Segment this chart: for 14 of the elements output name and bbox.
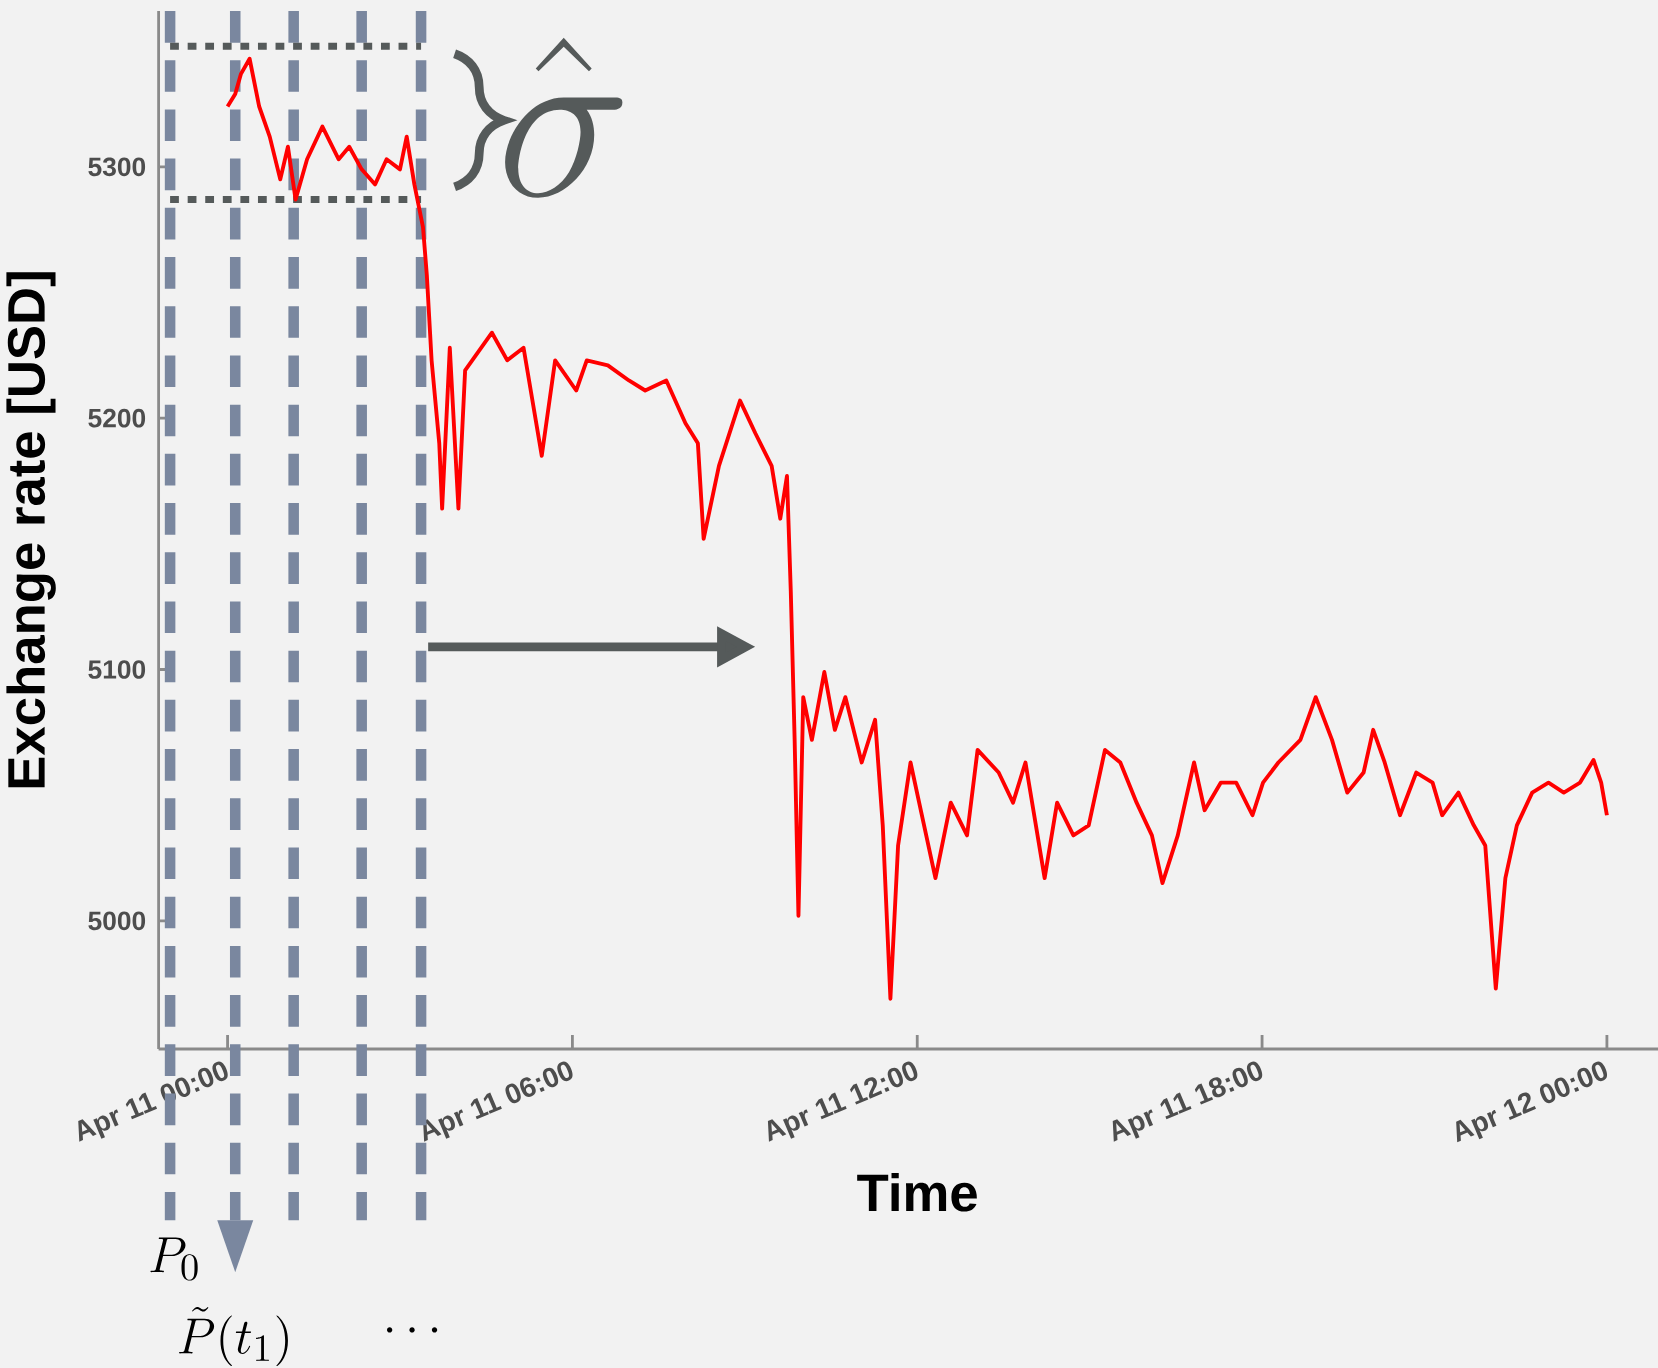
x-tick-label: Apr 11 12:00 [767,1061,918,1142]
y-tick-label: 5000 [88,911,146,931]
text: $\cdots$ [386,1327,438,1333]
x-tick-label: Apr 12 00:00 [1456,1061,1608,1143]
x-tick-label: Apr 11 18:00 [1112,1061,1263,1142]
y-axis-title: Exchange rate [USD] [6,272,56,788]
annotation: $\hat{\sigma}$ [505,37,623,198]
x-tick-label: Apr 11 06:00 [423,1061,573,1142]
x-axis-title: Time [857,1172,977,1212]
text: $\tilde{P}(t_1)$ [179,1306,288,1367]
text: $P_0$ [150,1237,198,1281]
y-tick-label: 5200 [88,408,146,428]
y-tick-label: 5100 [88,660,146,679]
y-tick-label: 5300 [88,157,146,177]
